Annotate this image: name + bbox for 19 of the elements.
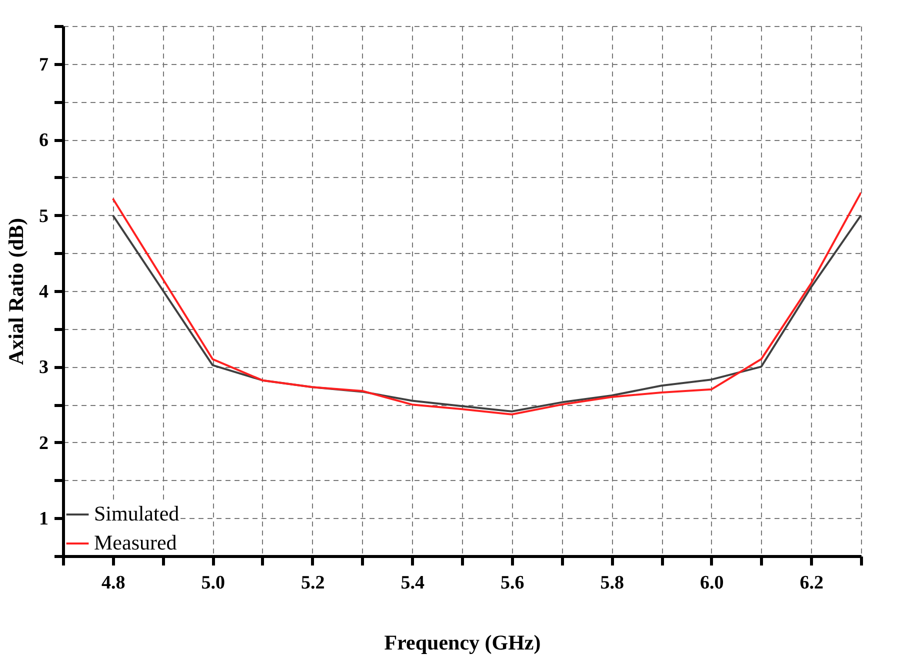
x-tick-label: 5.8 xyxy=(600,572,624,594)
x-axis-title: Frequency (GHz) xyxy=(384,630,541,654)
y-tick-label: 6 xyxy=(39,130,48,152)
x-tick-label: 5.0 xyxy=(201,572,225,594)
y-tick-label: 1 xyxy=(39,508,48,530)
y-axis-title: Axial Ratio (dB) xyxy=(4,218,28,365)
x-tick-label: 6.2 xyxy=(800,572,824,594)
y-tick-label: 2 xyxy=(39,432,48,454)
x-tick-label: 6.0 xyxy=(700,572,724,594)
x-tick-label: 5.2 xyxy=(301,572,325,594)
x-tick-label: 5.6 xyxy=(500,572,524,594)
y-tick-label: 3 xyxy=(39,357,48,378)
x-tick-label: 4.8 xyxy=(102,572,126,594)
y-tick-label: 7 xyxy=(39,54,49,76)
x-tick-label: 5.4 xyxy=(400,572,425,594)
legend-label: Measured xyxy=(94,530,178,554)
y-tick-label: 5 xyxy=(39,206,48,227)
y-tick-label: 4 xyxy=(39,282,49,302)
legend-label: Simulated xyxy=(94,502,180,526)
